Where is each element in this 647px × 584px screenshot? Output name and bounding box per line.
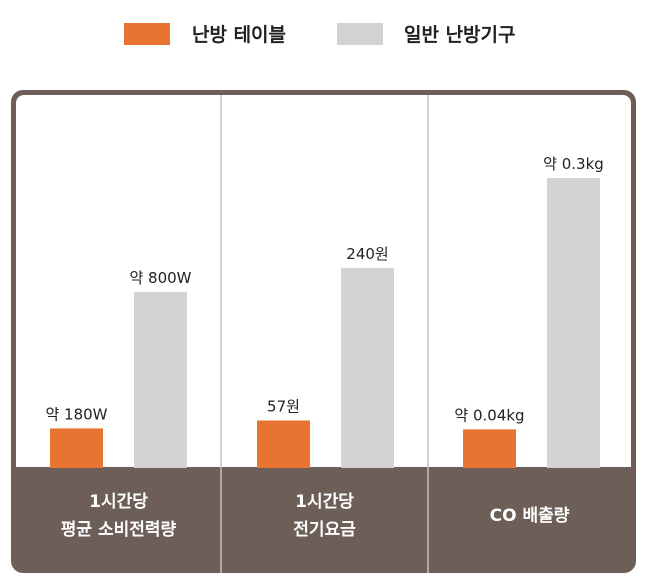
panel-1-category-label: 1시간당 평균 소비전력량 [16, 488, 221, 544]
panel-1-label-line-1: 1시간당 [89, 492, 148, 512]
bar-panel-3-series-2 [547, 178, 600, 468]
value-label-panel-3-series-2: 약 0.3kg [543, 155, 604, 173]
value-label-panel-1-series-2: 약 800W [129, 269, 191, 287]
panel-2-label-line-2: 전기요금 [293, 520, 356, 540]
bar-panel-1-series-2 [134, 292, 187, 468]
panel-1-label-line-2: 평균 소비전력량 [60, 520, 177, 540]
value-label-panel-3-series-1: 약 0.04kg [454, 406, 524, 424]
value-label-panel-2-series-2: 240원 [346, 245, 388, 263]
panel-3-label-line-1: CO 배출량 [489, 506, 570, 526]
chart-plot-area [16, 95, 631, 467]
legend-label-general-heater: 일반 난방기구 [404, 24, 516, 46]
value-label-panel-1-series-1: 약 180W [45, 405, 107, 423]
legend-label-heating-table: 난방 테이블 [192, 24, 287, 46]
legend-swatch-general-heater [337, 23, 383, 45]
chart-frame [11, 90, 636, 573]
bar-panel-2-series-1 [257, 420, 310, 468]
bar-panel-2-series-2 [341, 268, 394, 468]
legend-swatch-heating-table [124, 23, 170, 45]
panel-3-category-label: CO 배출량 [428, 502, 631, 530]
panel-2-category-label: 1시간당 전기요금 [221, 488, 428, 544]
value-label-panel-2-series-1: 57원 [267, 398, 300, 416]
legend: 난방 테이블 일반 난방기구 [0, 15, 647, 55]
bar-panel-3-series-1 [463, 429, 516, 468]
bar-panel-1-series-1 [50, 428, 103, 468]
panel-2-label-line-1: 1시간당 [295, 492, 354, 512]
